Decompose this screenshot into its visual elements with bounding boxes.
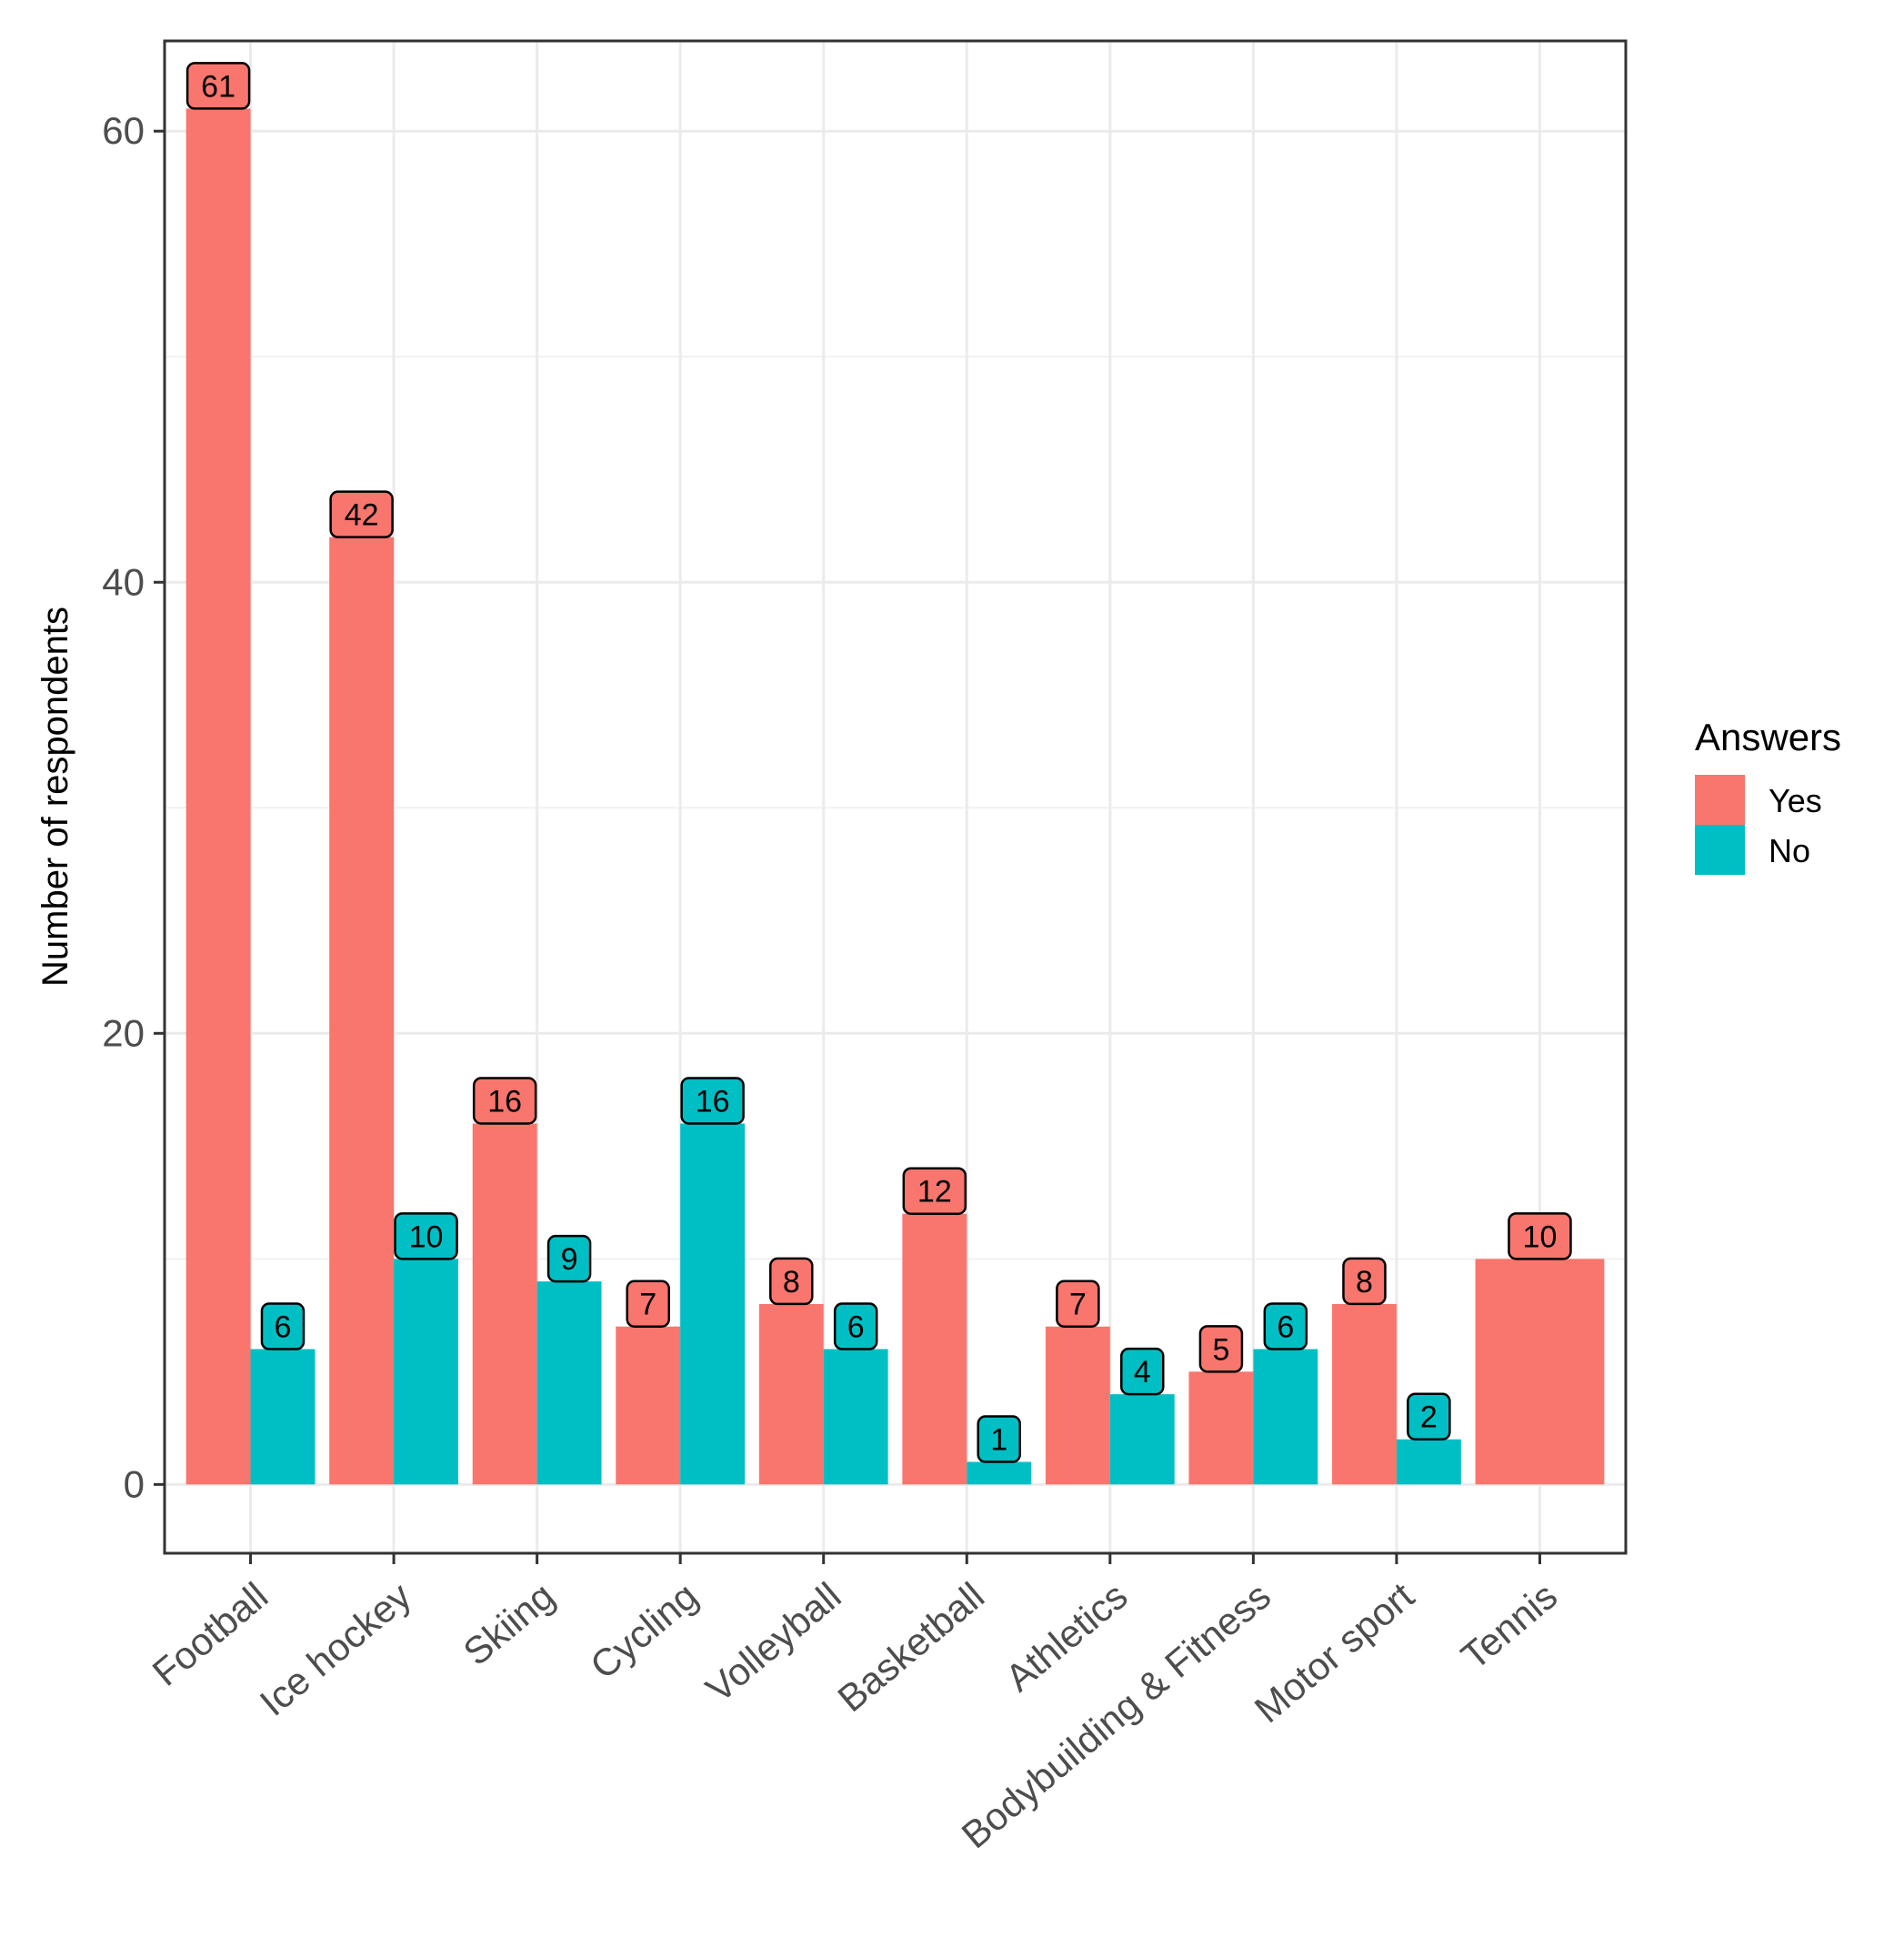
bar-label-box [1198,1325,1244,1373]
bar-value-label: 8 [783,1265,800,1300]
bar-yes [1188,1371,1254,1485]
bar-no [250,1349,316,1485]
bar-label-box [260,1302,306,1350]
legend-key-no [1695,825,1745,875]
bar-yes [902,1213,967,1485]
bar-value-label: 6 [1277,1310,1294,1345]
bar-label-box [769,1257,814,1306]
bar-yes [329,537,395,1485]
y-tick-label: 20 [102,1011,145,1054]
bar-label-box [902,1167,967,1215]
bars [185,108,1605,1485]
bar-no [536,1281,602,1485]
bar-labels: 61 6 42 10 16 9 7 16 8 6 12 1 7 4 5 6 8 2 10 [185,62,1572,1463]
bar-value-label: 7 [639,1288,656,1322]
bar-value-label: 61 [201,69,235,104]
bar-label-box [1407,1392,1451,1440]
legend-title: Answers [1695,716,1841,758]
bar-label-box [329,490,394,538]
bar-no [394,1259,458,1485]
bar-yes [185,108,251,1485]
bar-value-label: 5 [1212,1332,1229,1367]
bar-label-box [1508,1212,1572,1260]
legend-key-yes [1695,775,1745,825]
bar-no [1253,1349,1318,1485]
y-tick-label: 0 [124,1462,145,1505]
bar-yes [1332,1303,1397,1485]
bar-value-label: 2 [1420,1400,1438,1435]
bar-label-box [626,1280,670,1328]
y-tick-label: 60 [102,109,145,152]
bar-no [1109,1394,1175,1485]
bar-no [1396,1439,1461,1485]
bar-no [967,1461,1032,1485]
legend-label: Yes [1769,782,1822,819]
bar-label-box [680,1077,745,1125]
bar-yes [1045,1326,1110,1485]
bar-value-label: 9 [561,1242,578,1277]
bar-no [823,1349,888,1485]
bar-no [680,1123,746,1485]
bar-yes [616,1326,681,1485]
bar-yes [472,1123,537,1485]
legend-label: No [1769,832,1810,869]
bar-label-box [1120,1347,1165,1396]
y-axis-title: Number of respondents [35,607,75,987]
bar-value-label: 4 [1134,1355,1151,1390]
bar-value-label: 1 [990,1423,1007,1458]
bar-label-box [977,1415,1021,1463]
y-tick-label: 40 [102,560,145,603]
bar-value-label: 6 [275,1310,292,1345]
bar-value-label: 7 [1069,1288,1087,1322]
bar-yes [758,1303,824,1485]
bar-label-box [472,1077,537,1125]
bar-value-label: 8 [1356,1265,1373,1300]
bar-value-label: 6 [847,1310,865,1345]
bar-label-box [1342,1257,1387,1306]
plot-border [163,39,1628,1555]
bar-value-label: 42 [345,498,379,533]
bar-yes [1475,1259,1605,1485]
bar-value-label: 16 [696,1085,730,1119]
bar-label-box [1263,1302,1308,1350]
bar-value-label: 12 [917,1175,952,1209]
legend: Answers Yes No [1695,716,1841,875]
bar-value-label: 10 [409,1219,444,1254]
bar-label-box [394,1212,458,1260]
bar-label-box [833,1302,878,1350]
bar-value-label: 16 [487,1085,522,1119]
bar-label-box [185,62,251,110]
bar-label-box [546,1234,592,1283]
bar-label-box [1056,1280,1100,1328]
bar-value-label: 10 [1523,1219,1558,1254]
